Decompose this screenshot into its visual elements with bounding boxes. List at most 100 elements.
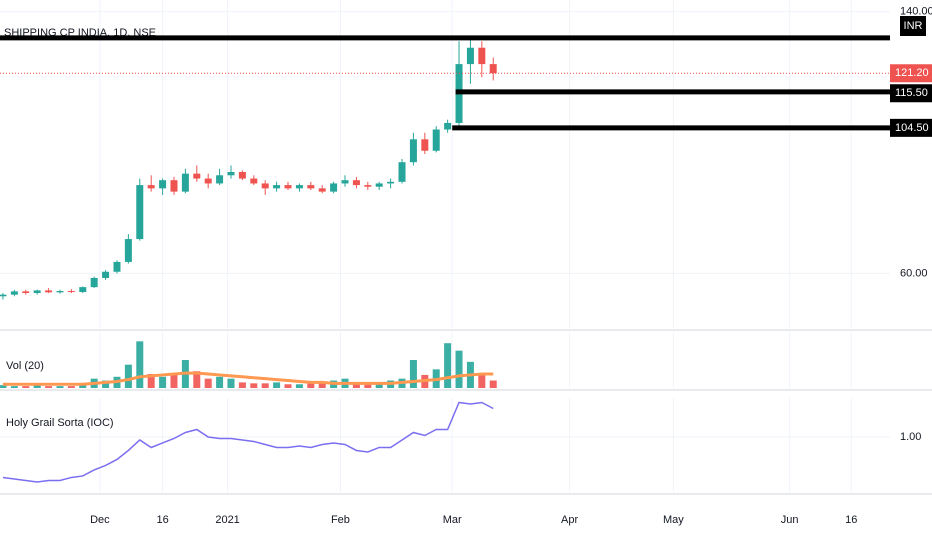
- volume-bar: [170, 374, 178, 388]
- volume-bar: [124, 364, 132, 388]
- candle-body: [432, 129, 440, 151]
- candle-body: [124, 239, 132, 262]
- price-label: 115.50: [895, 87, 928, 99]
- candle-body: [0, 294, 7, 297]
- indicator-line: [2, 401, 494, 483]
- volume-bar: [56, 386, 64, 388]
- x-tick-label: 16: [845, 514, 857, 526]
- price-label-box: [890, 118, 932, 137]
- candle-body: [364, 185, 372, 187]
- volume-bar: [352, 382, 360, 388]
- volume-bar: [216, 376, 224, 388]
- candle-body: [67, 291, 75, 293]
- volume-bar: [67, 386, 75, 388]
- volume-bar: [455, 350, 463, 388]
- volume-bar: [33, 385, 41, 388]
- volume-bar: [22, 386, 30, 388]
- volume-bar: [227, 378, 235, 388]
- candle-body: [284, 185, 292, 189]
- candle-body: [409, 139, 417, 163]
- currency: INR: [904, 20, 923, 32]
- candle-body: [421, 139, 429, 151]
- volume-bar: [238, 382, 246, 388]
- candle-body: [352, 180, 360, 186]
- y-tick-label: 140.00: [900, 6, 932, 18]
- candle-body: [375, 183, 383, 187]
- x-tick-label: Apr: [561, 514, 578, 526]
- volume-bar: [295, 384, 303, 388]
- volume-bar: [45, 386, 53, 388]
- candle-body: [330, 183, 338, 192]
- candle-body: [170, 180, 178, 192]
- candle-body: [45, 290, 53, 293]
- candle-body: [478, 47, 486, 65]
- candle-body: [159, 180, 167, 189]
- currency-box: [900, 16, 926, 36]
- candle-body: [216, 175, 224, 184]
- x-tick-label: Feb: [331, 514, 350, 526]
- candle-body: [56, 291, 64, 293]
- candle-body: [79, 287, 87, 293]
- candle-body: [466, 47, 474, 65]
- candle-body: [147, 185, 155, 189]
- volume-bar: [478, 373, 486, 388]
- volume-bar: [409, 360, 417, 388]
- candle-body: [113, 261, 121, 272]
- volume-bar: [364, 383, 372, 388]
- volume-bar: [0, 385, 7, 388]
- candle-body: [444, 122, 452, 130]
- candle-body: [273, 185, 281, 189]
- candle-body: [136, 185, 144, 240]
- candle-body: [33, 290, 41, 294]
- candle-body: [307, 185, 315, 189]
- x-tick-label: Dec: [90, 514, 110, 526]
- y-tick-label: 60.00: [900, 267, 928, 279]
- candle-body: [227, 172, 235, 176]
- volume-bar: [318, 383, 326, 388]
- volume-bar: [284, 384, 292, 388]
- candle-body: [181, 173, 189, 192]
- candle-body: [341, 180, 349, 184]
- x-tick-label: May: [663, 514, 684, 526]
- candle-body: [22, 291, 30, 294]
- volume-bar: [375, 382, 383, 388]
- candle-body: [250, 178, 258, 184]
- volume-bar: [444, 343, 452, 388]
- x-tick-label: Mar: [443, 514, 462, 526]
- volume-ma-line: [2, 371, 494, 386]
- volume-bar: [204, 378, 212, 388]
- candle-body: [102, 271, 110, 278]
- x-tick-label: Jun: [781, 514, 799, 526]
- price-label: 104.50: [895, 122, 929, 134]
- candle-body: [387, 181, 395, 184]
- volume-bar: [159, 376, 167, 388]
- candle-body: [204, 178, 212, 184]
- x-tick-label: 16: [156, 514, 168, 526]
- volume-bar: [261, 383, 269, 388]
- volume-bar: [489, 380, 497, 388]
- candle-body: [318, 188, 326, 192]
- indicator-title: Holy Grail Sorta (IOC): [6, 417, 114, 429]
- candle-body: [489, 64, 497, 74]
- volume-bar: [250, 383, 258, 388]
- candle-body: [261, 183, 269, 189]
- x-tick-label: 2021: [215, 514, 239, 526]
- volume-bar: [102, 380, 110, 388]
- price-label: 121.20: [895, 67, 929, 79]
- candle-body: [193, 173, 201, 179]
- price-label-box: [890, 84, 932, 103]
- volume-bar: [136, 341, 144, 388]
- candle-body: [10, 291, 18, 295]
- volume-title: Vol (20): [6, 360, 44, 372]
- volume-bar: [193, 371, 201, 388]
- volume-bar: [147, 374, 155, 388]
- candle-body: [238, 172, 246, 179]
- volume-bar: [273, 382, 281, 388]
- candle-body: [398, 162, 406, 182]
- volume-bar: [307, 383, 315, 388]
- candle-body: [295, 185, 303, 189]
- price-label-box: [890, 64, 932, 83]
- candle-body: [90, 277, 98, 288]
- y-tick-label: 1.00: [900, 431, 921, 443]
